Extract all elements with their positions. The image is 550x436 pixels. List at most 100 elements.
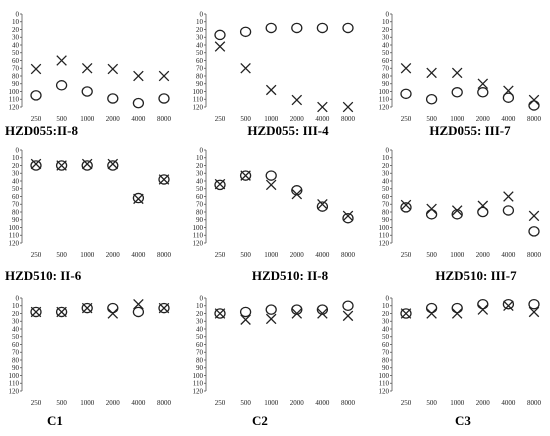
y-tick-label: 30 xyxy=(196,170,204,178)
x-tick-label: 2000 xyxy=(290,399,305,407)
x-tick-label: 500 xyxy=(240,399,251,407)
x-tick-label: 8000 xyxy=(527,399,542,407)
cross-marker xyxy=(342,310,354,322)
y-tick-label: 90 xyxy=(196,364,204,372)
circle-marker xyxy=(316,22,329,34)
circle-marker xyxy=(451,87,463,98)
y-tick-label: 10 xyxy=(12,302,20,310)
cross-marker xyxy=(477,78,489,90)
circle-marker xyxy=(502,205,515,216)
cross-marker xyxy=(265,179,277,191)
y-tick-label: 50 xyxy=(12,49,20,57)
x-tick-label: 250 xyxy=(31,399,42,407)
y-tick-label: 80 xyxy=(382,208,390,216)
y-tick-label: 100 xyxy=(9,88,20,96)
circle-marker xyxy=(239,26,252,38)
y-tick-label: 30 xyxy=(382,34,390,42)
y-tick-label: 70 xyxy=(12,349,20,357)
cross-marker xyxy=(503,191,514,202)
y-tick-label: 110 xyxy=(193,380,204,388)
y-tick-label: 110 xyxy=(379,96,390,104)
cross-marker xyxy=(503,85,514,96)
y-tick-label: 100 xyxy=(193,372,204,380)
y-tick-label: 120 xyxy=(9,103,20,111)
y-tick-label: 120 xyxy=(379,103,390,111)
y-tick-label: 40 xyxy=(382,177,390,185)
y-tick-label: 70 xyxy=(382,201,390,209)
y-tick-label: 10 xyxy=(382,154,390,162)
cross-marker xyxy=(30,63,42,75)
y-tick-label: 100 xyxy=(379,224,390,232)
y-tick-label: 0 xyxy=(386,10,390,18)
panel-title: HZD510: II-8 xyxy=(252,268,329,283)
y-tick-label: 0 xyxy=(16,10,20,18)
cross-marker xyxy=(81,62,93,74)
y-tick-label: 50 xyxy=(382,333,390,341)
x-tick-label: 2000 xyxy=(476,251,491,259)
panel-title: C1 xyxy=(47,413,63,428)
y-tick-label: 120 xyxy=(193,103,204,111)
cross-marker xyxy=(133,193,144,205)
circle-marker xyxy=(425,94,438,105)
circle-marker xyxy=(132,97,145,109)
y-tick-label: 20 xyxy=(382,26,390,34)
x-tick-label: 1000 xyxy=(450,399,465,407)
y-tick-label: 110 xyxy=(9,232,20,240)
y-tick-label: 10 xyxy=(382,302,390,310)
y-tick-label: 60 xyxy=(382,57,390,65)
y-tick-label: 90 xyxy=(382,80,390,88)
y-tick-label: 110 xyxy=(9,96,20,104)
y-tick-label: 30 xyxy=(196,318,204,326)
y-tick-label: 100 xyxy=(9,372,20,380)
circle-marker xyxy=(265,170,277,181)
y-tick-label: 10 xyxy=(196,154,204,162)
y-tick-label: 20 xyxy=(12,26,20,34)
x-tick-label: 500 xyxy=(240,115,251,123)
y-tick-label: 40 xyxy=(382,325,390,333)
circle-marker xyxy=(30,306,42,318)
x-tick-label: 8000 xyxy=(341,251,356,259)
y-tick-label: 20 xyxy=(196,162,204,170)
x-tick-label: 250 xyxy=(401,251,412,259)
y-tick-label: 70 xyxy=(196,349,204,357)
y-tick-label: 120 xyxy=(9,239,20,247)
panel-title: HZD055:II-8 xyxy=(5,123,78,138)
cross-marker xyxy=(451,205,463,216)
x-tick-label: 2000 xyxy=(106,399,121,407)
circle-marker xyxy=(107,302,119,314)
x-tick-label: 1000 xyxy=(80,251,95,259)
cross-marker xyxy=(400,308,412,319)
y-tick-label: 60 xyxy=(196,341,204,349)
y-tick-label: 100 xyxy=(193,224,204,232)
x-tick-label: 8000 xyxy=(341,399,356,407)
y-tick-label: 70 xyxy=(12,65,20,73)
cross-marker xyxy=(56,306,67,318)
y-tick-label: 90 xyxy=(12,364,20,372)
x-tick-label: 8000 xyxy=(157,251,172,259)
y-tick-label: 30 xyxy=(196,34,204,42)
cross-marker xyxy=(528,306,540,318)
y-tick-label: 20 xyxy=(12,162,20,170)
x-tick-label: 500 xyxy=(56,399,67,407)
circle-marker xyxy=(107,93,119,104)
circle-marker xyxy=(158,93,170,104)
circle-marker xyxy=(81,86,93,97)
circle-marker xyxy=(265,304,277,315)
y-tick-label: 10 xyxy=(196,18,204,26)
cross-marker xyxy=(265,84,277,96)
x-tick-label: 250 xyxy=(401,399,412,407)
circle-marker xyxy=(55,80,68,91)
y-tick-label: 50 xyxy=(196,333,204,341)
y-tick-label: 100 xyxy=(9,224,20,232)
panel-title: C3 xyxy=(455,413,471,428)
y-tick-label: 20 xyxy=(12,310,20,318)
x-tick-label: 1000 xyxy=(264,399,279,407)
y-tick-label: 90 xyxy=(196,80,204,88)
cross-marker xyxy=(477,304,489,315)
y-tick-label: 40 xyxy=(196,325,204,333)
cross-marker xyxy=(214,308,226,319)
x-tick-label: 4000 xyxy=(315,251,330,259)
circle-marker xyxy=(342,22,354,34)
x-tick-label: 1000 xyxy=(450,251,465,259)
